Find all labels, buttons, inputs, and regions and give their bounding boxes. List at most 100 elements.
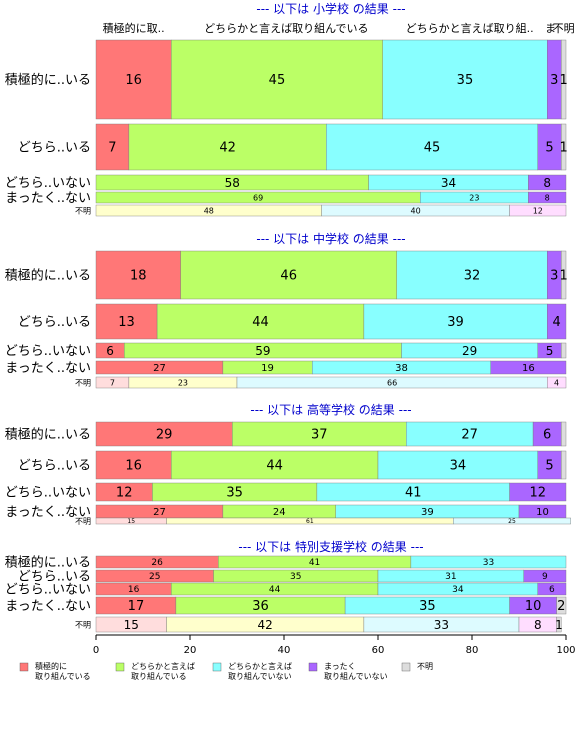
bar-segment — [556, 616, 562, 633]
bar-segment — [95, 39, 172, 120]
row-label: 不明 — [75, 517, 91, 526]
bar-segment — [128, 123, 327, 171]
data-label: 31 — [445, 572, 456, 582]
data-label: 18 — [130, 269, 147, 284]
bar-segment — [509, 482, 567, 502]
data-label: 34 — [452, 585, 464, 595]
data-label: 16 — [128, 585, 140, 595]
data-label: 27 — [153, 363, 166, 374]
data-label: 16 — [125, 459, 142, 474]
bar-segment — [232, 421, 407, 447]
bar-segment — [490, 360, 567, 375]
bar-segment — [509, 204, 567, 217]
legend-label: 取り組んでいる — [35, 671, 91, 681]
data-label: 24 — [273, 507, 286, 518]
data-label: 33 — [483, 558, 494, 568]
data-label: 44 — [252, 315, 269, 330]
data-label: 4 — [554, 378, 559, 387]
bar-segment — [326, 123, 538, 171]
data-label: 45 — [424, 141, 441, 156]
data-label: 41 — [309, 558, 320, 568]
bar-segment — [556, 596, 567, 615]
data-label: 8 — [545, 193, 550, 202]
bar-segment — [561, 421, 567, 447]
data-label: 16 — [522, 363, 535, 374]
data-label: 37 — [311, 428, 328, 443]
row-label: どちら..いる — [18, 570, 91, 585]
legend-label: 不明 — [417, 662, 433, 671]
data-label: 10 — [536, 507, 549, 518]
legend-swatch — [308, 662, 318, 672]
row-label: まったく..ない — [5, 505, 91, 520]
data-label: 5 — [545, 141, 553, 156]
row-label: どちら..いる — [18, 315, 91, 330]
bar-segment — [561, 342, 567, 359]
data-label: 1 — [560, 269, 568, 284]
bar-segment — [156, 303, 365, 340]
row-label: 積極的に..いる — [5, 72, 91, 88]
data-label: 27 — [153, 507, 166, 518]
data-label: 38 — [395, 363, 408, 374]
data-label: 29 — [462, 344, 477, 358]
data-label: 15 — [124, 618, 139, 632]
column-header: 積極的に取.. — [103, 21, 165, 35]
row-label: どちら..いる — [18, 459, 91, 474]
data-label: 35 — [290, 572, 301, 582]
data-label: 1 — [560, 73, 568, 88]
data-label: 3 — [550, 269, 558, 284]
data-label: 44 — [269, 585, 281, 595]
legend-label: 積極的に — [35, 661, 67, 671]
data-label: 13 — [118, 315, 135, 330]
column-header: ま — [545, 22, 556, 35]
row-label: どちら..いない — [5, 486, 91, 501]
data-label: 7 — [108, 141, 116, 156]
data-label: 61 — [306, 518, 314, 525]
data-label: 12 — [116, 486, 133, 501]
data-label: 39 — [447, 315, 464, 330]
x-tick-label: 80 — [466, 645, 479, 656]
data-label: 36 — [252, 599, 269, 614]
data-label: 34 — [450, 459, 467, 474]
data-label: 23 — [178, 378, 188, 387]
section-title: --- 以下は 特別支援学校 の結果 --- — [238, 539, 423, 554]
data-label: 25 — [149, 572, 160, 582]
data-label: 29 — [156, 428, 173, 443]
data-label: 59 — [255, 344, 270, 358]
bar-segment — [547, 376, 567, 389]
data-label: 44 — [266, 459, 283, 474]
row-label: まったく..ない — [5, 599, 91, 614]
section-title: --- 以下は 小学校 の結果 --- — [256, 1, 405, 16]
data-label: 8 — [534, 618, 542, 632]
data-label: 66 — [387, 378, 397, 387]
data-label: 6 — [549, 585, 555, 595]
column-header: どちらかと言えば取り組.. — [406, 22, 534, 35]
data-label: 39 — [421, 507, 434, 518]
x-tick-label: 0 — [93, 645, 99, 656]
data-label: 8 — [543, 176, 551, 190]
bar-segment — [528, 191, 567, 204]
x-tick-label: 20 — [184, 645, 197, 656]
data-label: 1 — [555, 618, 563, 632]
data-label: 35 — [457, 73, 474, 88]
data-label: 45 — [269, 73, 286, 88]
data-label: 33 — [434, 618, 449, 632]
bar-segment — [180, 250, 398, 300]
x-tick-label: 100 — [556, 645, 575, 656]
column-header: どちらかと言えば取り組んでいる — [204, 22, 368, 35]
bar-segment — [528, 174, 567, 191]
legend-label: 取り組んでいる — [131, 671, 187, 681]
bar-segment — [410, 555, 567, 569]
bar-segment — [95, 250, 181, 300]
data-label: 3 — [550, 73, 558, 88]
row-label: 不明 — [75, 206, 91, 215]
section-title: --- 以下は 高等学校 の結果 --- — [250, 402, 411, 417]
row-label: 積極的に..いる — [5, 555, 91, 571]
data-label: 42 — [258, 618, 273, 632]
legend-swatch — [19, 662, 29, 672]
data-label: 7 — [110, 378, 115, 387]
data-label: 23 — [469, 193, 479, 202]
data-label: 10 — [525, 599, 542, 614]
bar-segment — [561, 123, 567, 171]
data-label: 12 — [530, 486, 547, 501]
